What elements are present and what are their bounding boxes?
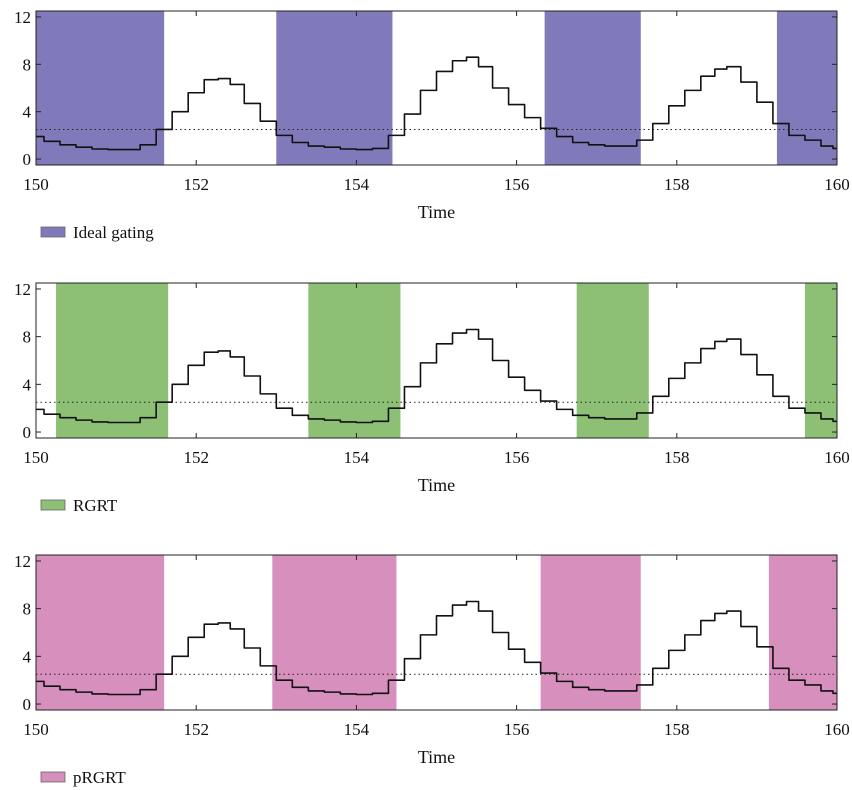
plot-frame: [35, 10, 838, 166]
x-tick-label: 152: [183, 720, 209, 739]
breathing-signal-line: [36, 600, 837, 696]
x-tick-label: 156: [504, 175, 530, 194]
y-tick-label: 0: [23, 150, 32, 169]
legend-swatch: [40, 499, 66, 511]
gating-window: [36, 555, 165, 710]
plot-frame: [35, 282, 838, 439]
y-tick-label: 4: [23, 103, 32, 122]
x-tick-label: 150: [23, 720, 49, 739]
x-axis-title: Time: [418, 747, 455, 767]
x-tick-label: 154: [344, 448, 370, 467]
gating-window: [272, 555, 397, 710]
y-tick-label: 8: [23, 600, 32, 619]
y-tick-label: 0: [23, 695, 32, 714]
x-tick-label: 156: [504, 448, 530, 467]
legend-label: RGRT: [73, 496, 118, 515]
panel-3: 0 4 8 12 150 152 154 156 158 160 Time pRGRT: [14, 552, 850, 787]
legend-swatch: [40, 771, 66, 783]
x-tick-label: 158: [664, 448, 690, 467]
breathing-signal-line: [36, 328, 837, 424]
gating-window: [276, 11, 393, 165]
x-tick-label: 154: [344, 720, 370, 739]
legend-swatch: [40, 226, 66, 238]
gating-window: [36, 11, 165, 165]
y-tick-label: 8: [23, 55, 32, 74]
legend-label: pRGRT: [73, 768, 126, 787]
x-tick-label: 152: [183, 448, 209, 467]
x-tick-label: 156: [504, 720, 530, 739]
y-tick-label: 4: [23, 647, 32, 666]
breathing-signal-line: [36, 56, 837, 151]
x-tick-label: 158: [664, 720, 690, 739]
y-tick-label: 4: [23, 375, 32, 394]
gating-window: [308, 283, 401, 438]
gating-window: [768, 555, 837, 710]
x-tick-label: 150: [23, 448, 49, 467]
y-tick-label: 12: [14, 8, 31, 27]
x-tick-label: 160: [824, 448, 850, 467]
x-tick-label: 158: [664, 175, 690, 194]
panel-2: 0 4 8 12 150 152 154 156 158 160 Time RGRT: [14, 280, 850, 515]
x-tick-label: 154: [344, 175, 370, 194]
gating-window: [544, 11, 641, 165]
y-tick-label: 12: [14, 280, 31, 299]
y-tick-label: 12: [14, 552, 31, 571]
y-tick-label: 0: [23, 423, 32, 442]
x-tick-label: 160: [824, 175, 850, 194]
x-axis-title: Time: [418, 475, 455, 495]
legend-label: Ideal gating: [73, 223, 154, 242]
gating-window: [56, 283, 169, 438]
y-tick-label: 8: [23, 328, 32, 347]
panel-1: 0 4 8 12 150 152 154 156 158 160 Time Ideal gating: [14, 8, 850, 242]
x-axis-title: Time: [418, 202, 455, 222]
gating-window: [776, 11, 837, 165]
gating-window: [540, 555, 641, 710]
x-tick-label: 150: [23, 175, 49, 194]
x-tick-label: 152: [183, 175, 209, 194]
plot-frame: [35, 554, 838, 711]
x-tick-label: 160: [824, 720, 850, 739]
